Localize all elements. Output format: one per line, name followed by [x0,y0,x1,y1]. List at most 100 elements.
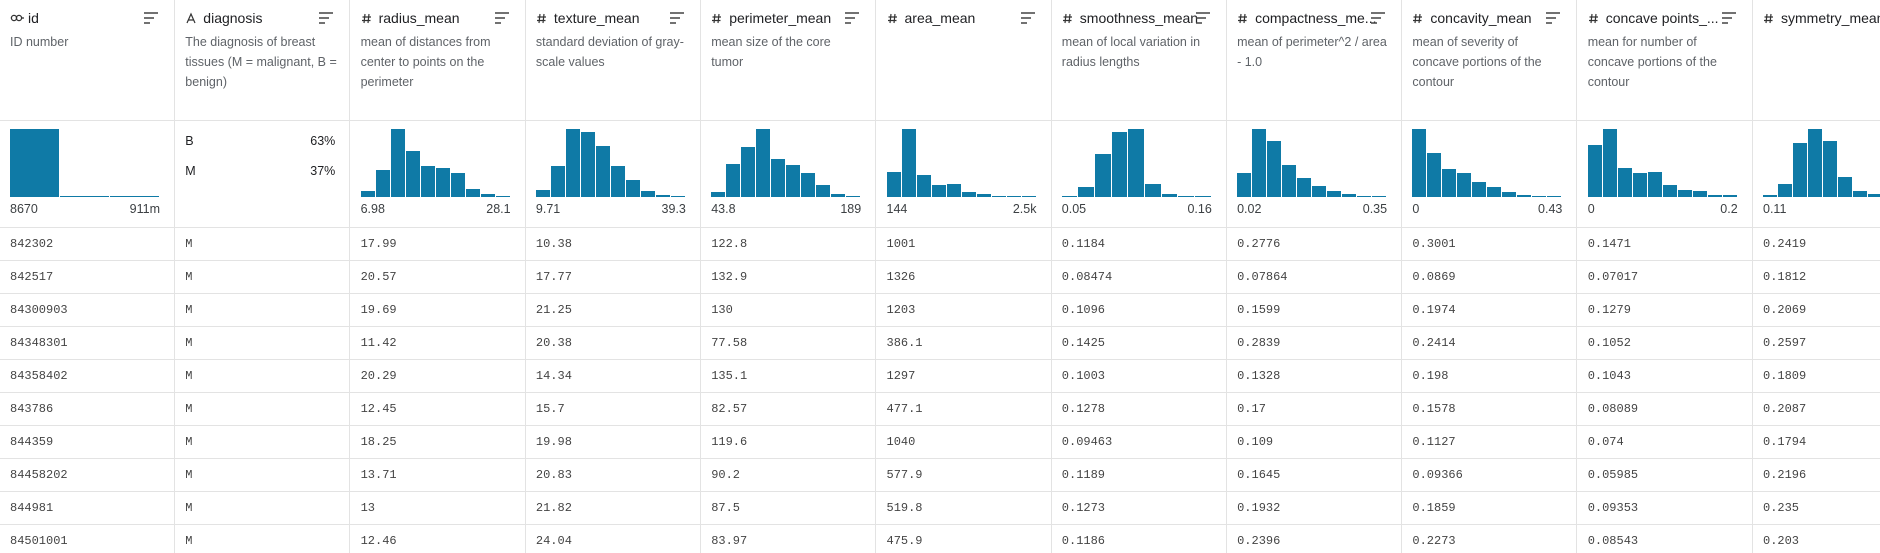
histogram-bar [931,184,947,197]
column-name[interactable]: radius_mean [378,10,460,26]
column-name[interactable]: symmetry_mean [1781,10,1880,26]
cell: 0.2419 [1763,237,1807,251]
histogram-bar [565,129,581,197]
histogram-bar [640,190,656,197]
cell: M [185,435,193,449]
histogram-bar [1178,196,1196,197]
column-description: standard deviation of gray-scale values [535,35,684,69]
category-percent: 37% [310,164,336,178]
sort-icon[interactable] [669,11,685,25]
histogram-bar [1692,190,1708,197]
cell: 12.45 [360,402,397,416]
column-name[interactable]: perimeter_mean [729,10,832,26]
sort-icon[interactable] [1370,11,1386,25]
histogram-bar [1517,194,1533,197]
sort-icon[interactable] [844,11,860,25]
cell: 84458202 [10,468,68,482]
cell: 844359 [10,435,54,449]
column-name[interactable]: smoothness_mean [1079,10,1199,26]
column[interactable]: compactness_me... mean of perimeter^2 / a… [1227,0,1403,553]
column-name[interactable]: concavity_mean [1430,10,1532,26]
column-name[interactable]: concave points_... [1605,10,1719,26]
histogram-bar [886,171,902,197]
histogram-bar [595,146,611,197]
cell: 0.0869 [1412,270,1456,284]
histogram-bar [1632,173,1648,197]
histogram-bar [1021,196,1037,197]
column[interactable]: area_mean 144 2.5k 1001 1326 1203 386.1 1297 477… [877,0,1052,553]
column-name[interactable]: area_mean [904,10,976,26]
cell: 0.1599 [1237,303,1281,317]
row-divider [0,491,1880,492]
histogram-bar [1006,196,1022,197]
sort-icon[interactable] [1195,11,1211,25]
cell: 0.1273 [1061,501,1106,515]
cell: 13.71 [360,468,397,482]
histogram-bar [1722,194,1738,197]
cell: 0.2414 [1412,336,1456,350]
column-name[interactable]: diagnosis [203,10,263,26]
column-name[interactable]: texture_mean [553,10,640,26]
histogram-bar [1267,141,1283,197]
column[interactable]: radius_mean mean of distances from center… [351,0,526,553]
cell: M [185,468,193,482]
column[interactable]: smoothness_mean mean of local variation i… [1052,0,1227,553]
cell: 0.109 [1237,435,1274,449]
range-max: 911m [129,202,160,216]
histogram-bar [1237,173,1253,197]
histogram-bar [1312,186,1328,197]
cell: 0.1859 [1412,501,1456,515]
histogram-bar [1662,185,1678,197]
sort-icon[interactable] [494,11,510,25]
histogram-bar [1195,196,1212,197]
column[interactable]: perimeter_mean mean size of the core tumo… [701,0,877,553]
sort-icon[interactable] [1020,11,1036,25]
cell: 82.57 [711,402,748,416]
column-description: The diagnosis of breast tissues (M = mal… [185,35,337,89]
cell: 132.9 [711,270,748,284]
divider [0,120,1880,121]
cell: 90.2 [711,468,740,482]
cell: M [185,303,193,317]
cell: 0.08474 [1061,270,1113,284]
column[interactable]: concave points_... mean for number of con… [1578,0,1753,553]
sort-icon[interactable] [143,11,159,25]
cell: 0.1809 [1763,369,1807,383]
histogram-bar [495,195,511,197]
cell: M [185,402,193,416]
histogram-bar [901,129,917,197]
column-name[interactable]: id [28,10,39,26]
cell: 0.2273 [1412,534,1456,548]
column[interactable]: diagnosis The diagnosis of breast tissues… [175,0,351,553]
column[interactable]: texture_mean standard deviation of gray-s… [526,0,701,553]
histogram-bar [1061,195,1079,197]
range-max: 39.3 [661,202,686,216]
cell: M [185,336,193,350]
cell: 20.29 [360,369,397,383]
histogram-bar [816,184,832,197]
column-name[interactable]: compactness_me... [1255,10,1377,26]
column[interactable]: symmetry_mean 0.11 0.2419 0.1812 0.2069 0.259… [1753,0,1880,553]
histogram-bar [1427,152,1443,197]
column[interactable]: id ID number 8670 911m 842302 842517 84300903 8… [0,0,175,553]
histogram-bar [1327,190,1343,197]
histogram-bar [1838,176,1853,197]
column[interactable]: concavity_mean mean of severity of concav… [1402,0,1578,553]
cell: 1297 [886,369,916,383]
histogram-bar [1297,177,1313,197]
row-divider [0,524,1880,525]
sort-icon[interactable] [1545,11,1561,25]
sort-icon[interactable] [1721,11,1737,25]
cell: 20.38 [535,336,572,350]
histogram-bar [1763,194,1778,197]
type-icon [1238,13,1248,24]
type-icon [1764,13,1773,24]
cell: 0.08543 [1587,534,1639,548]
cell: 0.17 [1237,402,1266,416]
sort-icon[interactable] [318,11,334,25]
range-min: 43.8 [711,202,736,216]
histogram-bar [1161,194,1179,197]
cell: 0.1974 [1412,303,1456,317]
cell: 0.07017 [1587,270,1639,284]
cell: 135.1 [711,369,748,383]
